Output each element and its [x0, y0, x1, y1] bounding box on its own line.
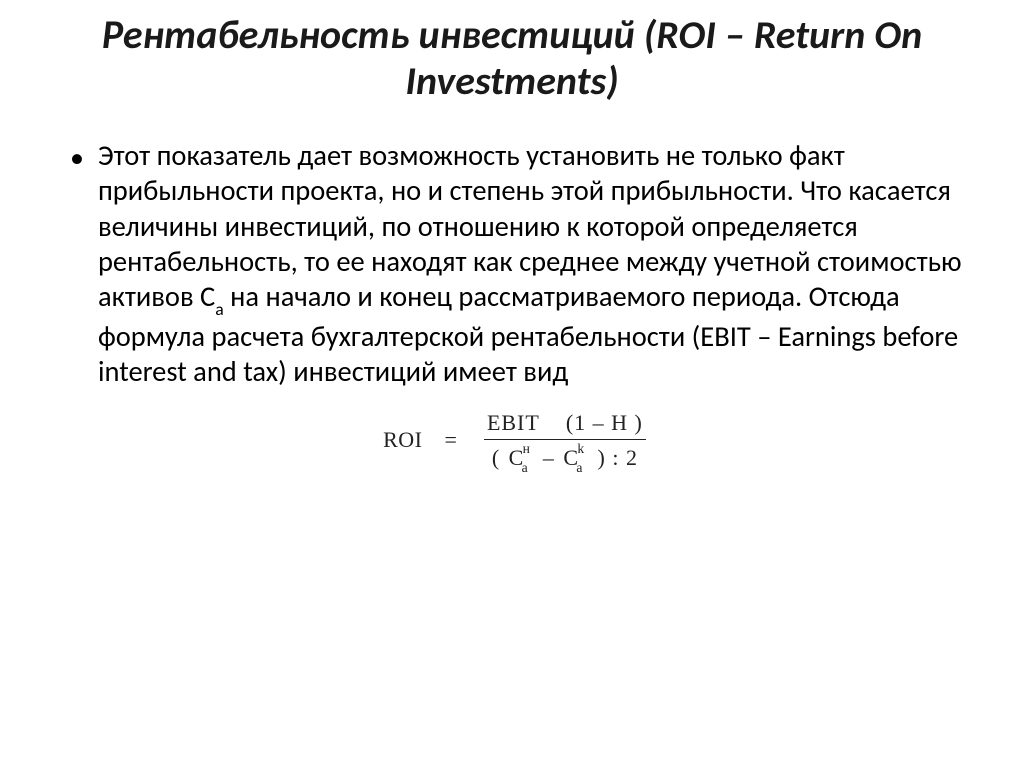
numerator-ebit: EBIT — [487, 410, 540, 435]
denom-minus: – — [536, 445, 561, 470]
formula-label: ROI — [383, 427, 422, 453]
c-end: Саk — [563, 443, 589, 473]
formula-fraction: EBIT (1 – H ) ( Сан – Саk ) : 2 — [479, 408, 651, 473]
body-text-post: на начало и конец рассматриваемого перио… — [98, 279, 958, 389]
formula-numerator: EBIT (1 – H ) — [479, 408, 651, 440]
bullet-item: • Этот показатель дает возможность устан… — [70, 138, 964, 390]
numerator-term: (1 – H ) — [566, 410, 643, 435]
slide-title: Рентабельность инвестиций (ROI – Return … — [60, 12, 964, 104]
slide: Рентабельность инвестиций (ROI – Return … — [0, 0, 1024, 768]
c-start: Сан — [509, 443, 535, 473]
equals-sign: = — [445, 427, 457, 453]
formula: ROI = EBIT (1 – H ) ( Сан – Саk ) : 2 — [70, 408, 964, 473]
body-paragraph: Этот показатель дает возможность установ… — [98, 138, 964, 390]
formula-denominator: ( Сан – Саk ) : 2 — [484, 439, 646, 473]
bullet-icon: • — [70, 140, 84, 175]
slide-body: • Этот показатель дает возможность устан… — [60, 138, 964, 473]
denom-open: ( — [492, 445, 507, 470]
denom-close: ) : 2 — [591, 445, 638, 470]
body-subscript: а — [215, 298, 223, 320]
